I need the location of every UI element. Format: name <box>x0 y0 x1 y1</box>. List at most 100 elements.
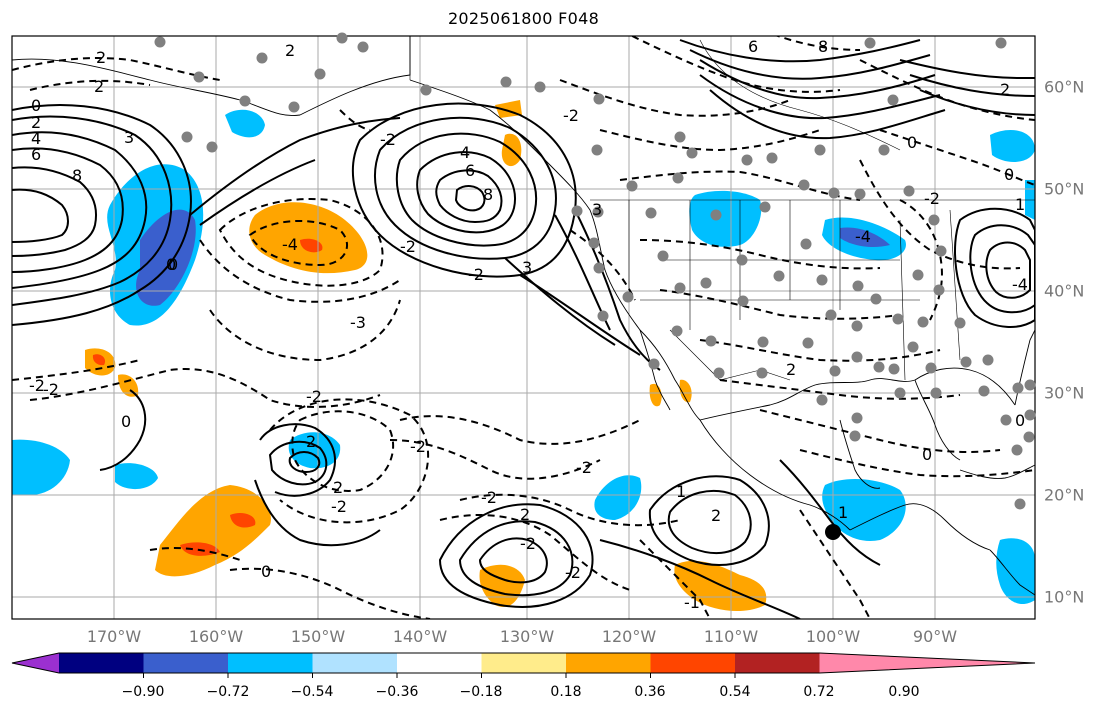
contour-label: -2 <box>576 458 592 477</box>
contour-label: 3 <box>124 128 134 147</box>
contour-label: 2 <box>520 505 530 524</box>
contour-label: -2 <box>468 265 484 284</box>
lon-label: 150°W <box>290 627 346 646</box>
lon-label: 130°W <box>499 627 555 646</box>
colorbar-segment <box>481 653 567 673</box>
lon-label: 100°W <box>805 627 861 646</box>
colorbar-tick-label: 0.36 <box>634 684 666 700</box>
contour-label: -2 <box>565 563 581 582</box>
lon-label: 90°W <box>912 627 958 646</box>
shading-layer <box>12 100 1035 612</box>
shade-positive-tropical-core <box>180 513 256 556</box>
lon-label: 170°W <box>86 627 142 646</box>
contour-label: 4 <box>31 129 41 148</box>
contour-label: -4 <box>855 227 871 246</box>
lat-label: 10°N <box>1044 587 1085 607</box>
shade-negative-rockies <box>689 190 762 247</box>
lon-label: 140°W <box>392 627 448 646</box>
solid-contours <box>12 39 1035 619</box>
contour-label: 2 <box>285 41 295 60</box>
contour-label: 6 <box>31 145 41 164</box>
lat-label: 30°N <box>1044 383 1085 403</box>
contour-label: 0 <box>1015 411 1025 430</box>
colorbar-segment <box>650 653 736 673</box>
contour-label: -2 <box>563 106 579 125</box>
colorbar-tick-label: −0.72 <box>206 684 250 700</box>
contour-label: 3 <box>592 200 602 219</box>
contour-label: 2 <box>31 113 41 132</box>
colorbar-extend-max <box>819 653 1035 673</box>
shade-negative-plains-core <box>840 227 890 248</box>
contour-label: 2 <box>333 478 343 497</box>
colorbar-segment <box>59 653 144 673</box>
shade-positive-baja <box>649 379 692 407</box>
contour-label: 2 <box>711 506 721 525</box>
contour-label: -3 <box>350 313 366 332</box>
shade-positive-core <box>300 238 323 253</box>
contour-label: 0 <box>166 255 176 274</box>
contour-label: -2 <box>520 534 536 553</box>
contour-label: 1 <box>676 482 686 501</box>
shade-negative-gulf <box>594 475 642 520</box>
lat-label: 50°N <box>1044 179 1085 199</box>
contour-label: -2 <box>481 488 497 507</box>
contour-label: 0 <box>31 96 41 115</box>
contour-label: 8 <box>72 166 82 185</box>
map-frame <box>11 35 1036 620</box>
lon-label: 110°W <box>703 627 759 646</box>
shade-negative-caribbean <box>996 538 1035 605</box>
contour-label: 4 <box>460 143 470 162</box>
colorbar-tick-label: −0.90 <box>121 684 165 700</box>
contour-label: -2 <box>380 130 396 149</box>
lat-label: 20°N <box>1044 485 1085 505</box>
shade-positive-tropical <box>155 485 271 577</box>
contour-label: 3 <box>522 258 532 277</box>
dashed-contours <box>12 36 1035 619</box>
contour-label: 1 <box>1015 195 1025 214</box>
contour-label: 2 <box>96 48 106 67</box>
colorbar-segment <box>566 653 651 673</box>
shade-positive-north-pacific <box>249 202 368 274</box>
contour-label: -2 <box>43 380 59 399</box>
contour-label: 8 <box>818 37 828 56</box>
colorbar-segment <box>312 653 398 673</box>
graticule <box>12 36 1035 619</box>
contour-label: 2 <box>94 77 104 96</box>
contour-label: -2 <box>410 437 426 456</box>
contour-label: 1 <box>838 503 848 522</box>
contour-label: 2 <box>1000 80 1010 99</box>
colorbar <box>11 652 1036 678</box>
contour-labels: 2 2 2 0 2 4 6 3 8 0 -2 -2 3 -4 -2 -3 -2 … <box>29 37 1028 612</box>
contour-label: -4 <box>1012 275 1028 294</box>
shade-negative-west-edge <box>12 439 70 495</box>
lon-label: 120°W <box>601 627 657 646</box>
contour-label: -2 <box>306 387 322 406</box>
colorbar-tick-label: 0.18 <box>550 684 582 700</box>
contour-label: 8 <box>483 185 493 204</box>
shade-positive-hawaii-core <box>92 354 106 366</box>
contour-label: 2 <box>786 360 796 379</box>
contour-label: -4 <box>282 235 298 254</box>
map-title: 2025061800 F048 <box>447 9 600 28</box>
contour-label: 0 <box>907 133 917 152</box>
contour-label: -2 <box>331 497 347 516</box>
contour-label: 0 <box>168 255 178 274</box>
shade-positive-coast <box>495 100 522 167</box>
contour-label: 0 <box>1004 165 1014 184</box>
lat-label: 60°N <box>1044 77 1085 97</box>
colorbar-tick-label: 0.72 <box>803 684 835 700</box>
station-markers <box>154 32 1036 510</box>
shade-negative-central-am <box>822 478 906 541</box>
shade-negative-west-edge-2 <box>115 463 158 490</box>
colorbar-segment <box>735 653 820 673</box>
lon-label: 160°W <box>188 627 244 646</box>
shade-negative-northeast <box>990 130 1035 220</box>
contour-label: -2 <box>29 376 45 395</box>
location-marker <box>825 524 841 540</box>
colorbar-segment <box>397 653 482 673</box>
colorbar-extend-min <box>12 653 59 673</box>
contour-label: -1 <box>684 593 700 612</box>
lat-label: 40°N <box>1044 281 1085 301</box>
colorbar-tick-label: −0.36 <box>375 684 419 700</box>
contour-label: 0 <box>922 445 932 464</box>
